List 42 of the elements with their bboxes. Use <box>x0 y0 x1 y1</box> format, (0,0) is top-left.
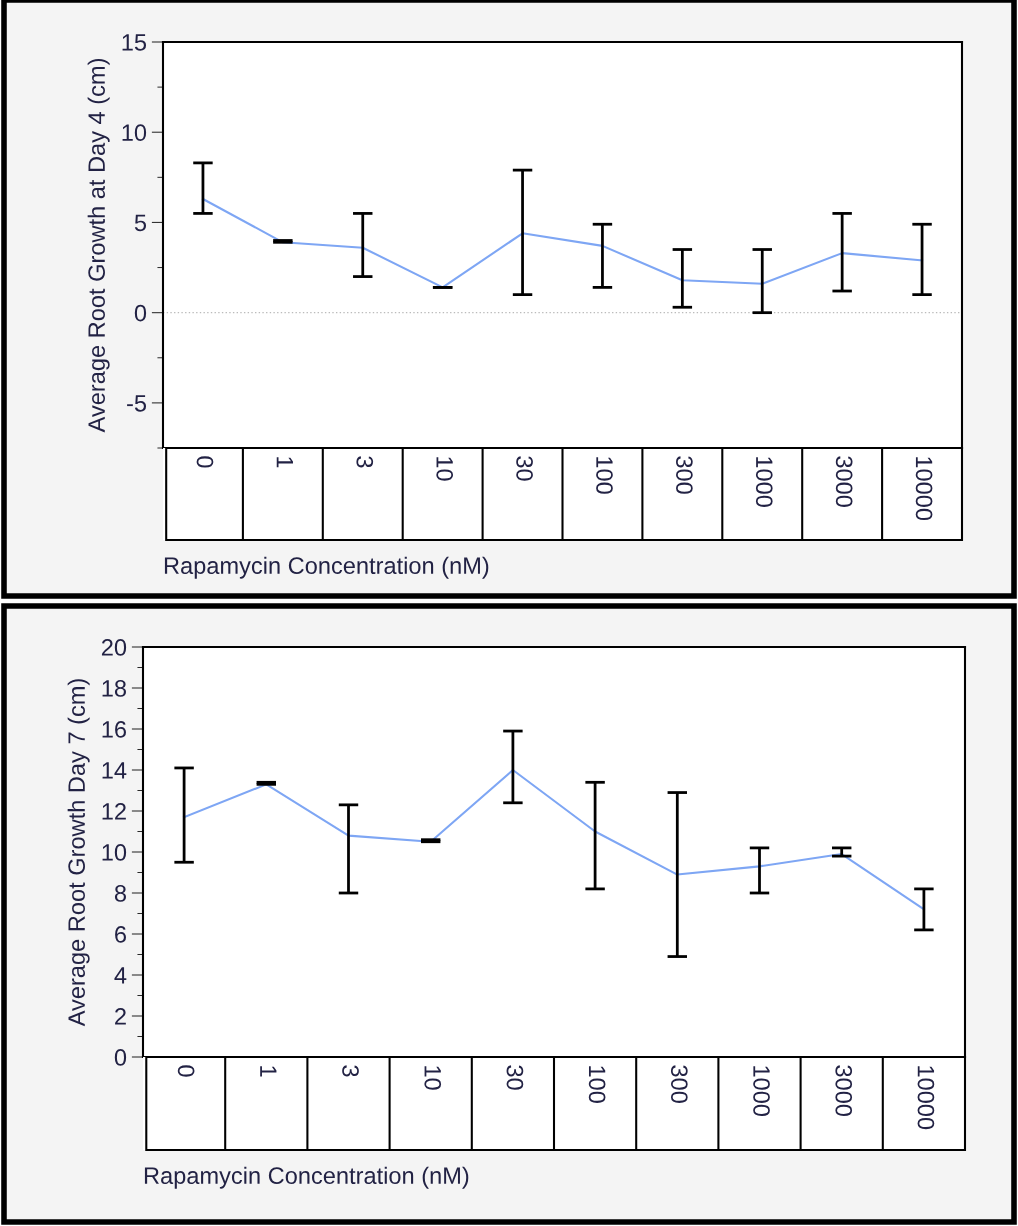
x-tick-label: 3 <box>342 1065 359 1077</box>
x-tick-label: 3 <box>356 456 374 468</box>
y-tick-label: 6 <box>115 926 126 943</box>
line-series <box>183 768 925 911</box>
line-series <box>201 197 924 289</box>
x-tick-label: 3000 <box>835 456 853 507</box>
x-axis-title: Rapamycin Concentration (nM) <box>164 556 489 579</box>
y-tick-label: 15 <box>122 34 147 51</box>
x-tick-label: 300 <box>670 1065 688 1103</box>
x-tick-label: 100 <box>596 457 613 494</box>
x-tick-label: 1 <box>260 1066 277 1077</box>
y-tick-label: 4 <box>114 967 127 984</box>
x-tick-label: 1000 <box>755 457 773 507</box>
y-axis-title: Average Root Growth at Day 4 (cm) <box>87 59 110 433</box>
y-tick-label: 18 <box>102 680 126 697</box>
y-tick-label: 12 <box>102 803 126 820</box>
x-tick-label: 10 <box>424 1066 442 1090</box>
x-tick-label: 3000 <box>835 1065 853 1117</box>
y-axis-title: Average Root Growth Day 7 (cm) <box>67 679 90 1027</box>
x-tick-label: 30 <box>516 456 533 481</box>
y-tick-label: -5 <box>127 395 147 412</box>
y-tick-label: 0 <box>114 1049 127 1066</box>
x-tick-label: 1000 <box>753 1066 770 1117</box>
y-tick-label: 0 <box>134 304 147 322</box>
x-tick-label: 100 <box>588 1066 606 1103</box>
y-tick-label: 14 <box>102 762 127 779</box>
y-tick-label: 8 <box>114 885 126 902</box>
x-tick-label: 10 <box>436 457 454 481</box>
x-tick-label: 0 <box>177 1065 195 1077</box>
y-tick-label: 10 <box>102 844 127 861</box>
y-tick-label: 16 <box>102 721 126 738</box>
x-tick-label: 300 <box>676 456 693 494</box>
x-tick-label: 10000 <box>917 1066 935 1130</box>
x-tick-label: 1 <box>276 457 293 468</box>
x-axis-title: Rapamycin Concentration (nM) <box>144 1166 469 1189</box>
y-tick-label: 20 <box>101 639 127 656</box>
y-tick-label: 10 <box>122 124 147 142</box>
x-tick-label: 30 <box>506 1065 524 1090</box>
x-tick-label: 0 <box>196 456 214 468</box>
x-tick-label: 10000 <box>915 457 933 521</box>
y-tick-label: 5 <box>134 214 147 232</box>
y-tick-label: 2 <box>115 1008 126 1025</box>
